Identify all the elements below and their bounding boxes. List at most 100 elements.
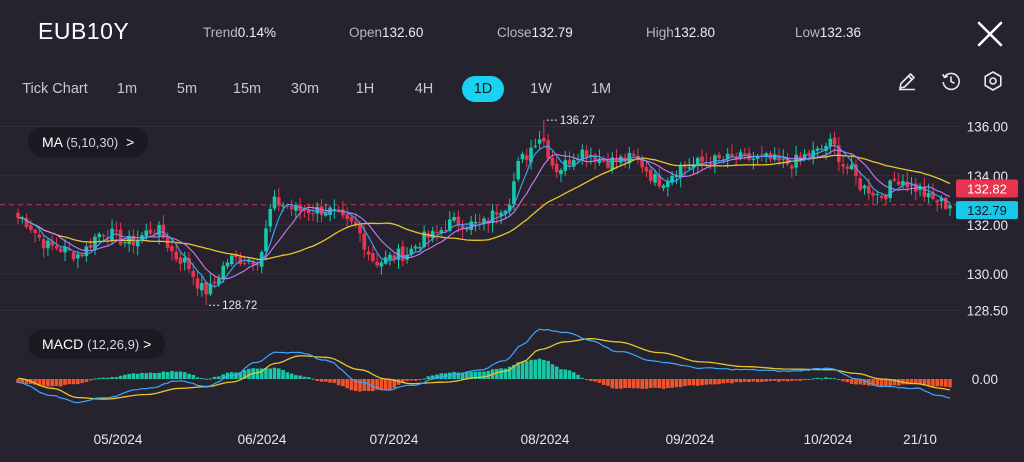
macd-histogram-bar bbox=[20, 379, 25, 384]
candle-body bbox=[926, 192, 931, 198]
candle-body bbox=[533, 145, 538, 147]
candle-body bbox=[832, 137, 837, 145]
macd-histogram-bar bbox=[892, 379, 897, 386]
candle-body bbox=[97, 233, 102, 238]
macd-indicator-pill[interactable]: MACD (12,26,9) > bbox=[28, 329, 166, 359]
pencil-icon[interactable] bbox=[896, 70, 918, 92]
macd-histogram-bar bbox=[948, 379, 952, 388]
candle-body bbox=[460, 224, 465, 230]
macd-histogram-bar bbox=[311, 378, 315, 380]
timeframe-30m[interactable]: 30m bbox=[290, 81, 320, 97]
candle-body bbox=[738, 152, 743, 158]
candle-body bbox=[306, 209, 311, 214]
candle-body bbox=[452, 217, 456, 221]
candle-body bbox=[251, 260, 255, 265]
header-bar: EUB10Y Trend0.14% Open132.60 Close132.79… bbox=[0, 0, 1024, 66]
timeframe-5m[interactable]: 5m bbox=[176, 81, 198, 97]
macd-histogram-bar bbox=[272, 367, 277, 379]
macd-indicator-name: MACD bbox=[42, 336, 84, 352]
candle-body bbox=[678, 165, 683, 178]
macd-histogram-bar bbox=[503, 368, 508, 379]
candle-body bbox=[255, 264, 260, 266]
open-label: Open bbox=[349, 25, 383, 40]
candle-body bbox=[447, 219, 452, 231]
macd-histogram-bar bbox=[187, 373, 191, 379]
history-icon[interactable] bbox=[940, 70, 962, 92]
macd-histogram-bar bbox=[550, 364, 555, 379]
candle-body bbox=[935, 200, 939, 203]
macd-histogram-bar bbox=[896, 379, 901, 386]
timeframe-15m[interactable]: 15m bbox=[232, 81, 262, 97]
candle-body bbox=[772, 154, 777, 160]
macd-histogram-bar bbox=[123, 374, 127, 379]
timeframe-1h[interactable]: 1H bbox=[355, 81, 375, 97]
macd-histogram-bar bbox=[131, 373, 136, 379]
macd-histogram-bar bbox=[422, 378, 426, 380]
candle-body bbox=[507, 204, 512, 212]
close-icon[interactable] bbox=[976, 20, 1004, 48]
ma-indicator-pill[interactable]: MA (5,10,30) > bbox=[28, 127, 149, 157]
macd-histogram-bar bbox=[50, 379, 55, 387]
settings-gear-icon[interactable] bbox=[982, 70, 1004, 92]
candle-body bbox=[862, 185, 867, 189]
macd-histogram-bar bbox=[610, 379, 615, 389]
candle-body bbox=[114, 230, 119, 232]
timeframe-1d[interactable]: 1D bbox=[462, 76, 504, 102]
macd-histogram-bar bbox=[807, 379, 811, 380]
macd-histogram-bar bbox=[375, 379, 379, 390]
macd-histogram-bar bbox=[135, 373, 140, 379]
macd-histogram-bar bbox=[931, 379, 935, 387]
candle-body bbox=[854, 164, 858, 177]
macd-histogram-bar bbox=[409, 379, 414, 381]
candle-body bbox=[601, 158, 606, 162]
macd-histogram-bar bbox=[589, 379, 593, 382]
timeframe-1w[interactable]: 1W bbox=[530, 81, 552, 97]
ma-indicator-name: MA bbox=[42, 134, 63, 150]
macd-histogram-bar bbox=[507, 366, 512, 379]
x-axis-tick-label: 05/2024 bbox=[94, 432, 143, 447]
macd-histogram-bar bbox=[101, 377, 106, 379]
candle-body bbox=[409, 248, 414, 255]
macd-histogram-bar bbox=[473, 371, 478, 379]
candle-body bbox=[84, 246, 89, 257]
candle-body bbox=[105, 237, 110, 239]
macd-histogram-bar bbox=[943, 379, 948, 387]
candle-body bbox=[495, 212, 499, 215]
x-axis-tick-label: 21/10 bbox=[903, 432, 937, 447]
timeframe-tick-chart[interactable]: Tick Chart bbox=[22, 81, 88, 97]
candle-body bbox=[285, 205, 290, 207]
macd-histogram-bar bbox=[144, 373, 149, 379]
macd-histogram-bar bbox=[413, 379, 418, 381]
timeframe-1mo[interactable]: 1M bbox=[590, 81, 612, 97]
candle-body bbox=[336, 209, 341, 212]
macd-histogram-bar bbox=[165, 372, 170, 379]
macd-histogram-bar bbox=[648, 379, 653, 388]
timeframe-4h[interactable]: 4H bbox=[414, 81, 434, 97]
trend-stat: Trend0.14% bbox=[203, 25, 276, 40]
candle-body bbox=[567, 159, 572, 165]
candle-body bbox=[802, 154, 807, 159]
macd-histogram-bar bbox=[790, 379, 794, 381]
macd-histogram-bar bbox=[140, 372, 144, 379]
candle-body bbox=[922, 186, 927, 197]
macd-zero-tick-label: 0.00 bbox=[972, 372, 998, 387]
candle-body bbox=[828, 138, 833, 147]
macd-histogram-bar bbox=[683, 379, 687, 387]
timeframe-1m[interactable]: 1m bbox=[116, 81, 138, 97]
macd-histogram-bar bbox=[708, 379, 713, 385]
macd-histogram-bar bbox=[302, 376, 307, 379]
macd-histogram-bar bbox=[383, 379, 388, 390]
candle-body bbox=[144, 230, 149, 237]
macd-histogram-bar bbox=[913, 379, 918, 384]
macd-histogram-bar bbox=[533, 359, 538, 379]
x-axis-tick-label: 08/2024 bbox=[521, 432, 570, 447]
macd-histogram-bar bbox=[212, 376, 217, 379]
macd-histogram-bar bbox=[520, 361, 525, 379]
macd-histogram-bar bbox=[794, 379, 798, 381]
macd-histogram-bar bbox=[713, 379, 717, 385]
macd-histogram-bar bbox=[849, 379, 854, 384]
candle-body bbox=[734, 157, 739, 160]
candle-body bbox=[302, 209, 307, 211]
candle-body bbox=[674, 175, 679, 177]
